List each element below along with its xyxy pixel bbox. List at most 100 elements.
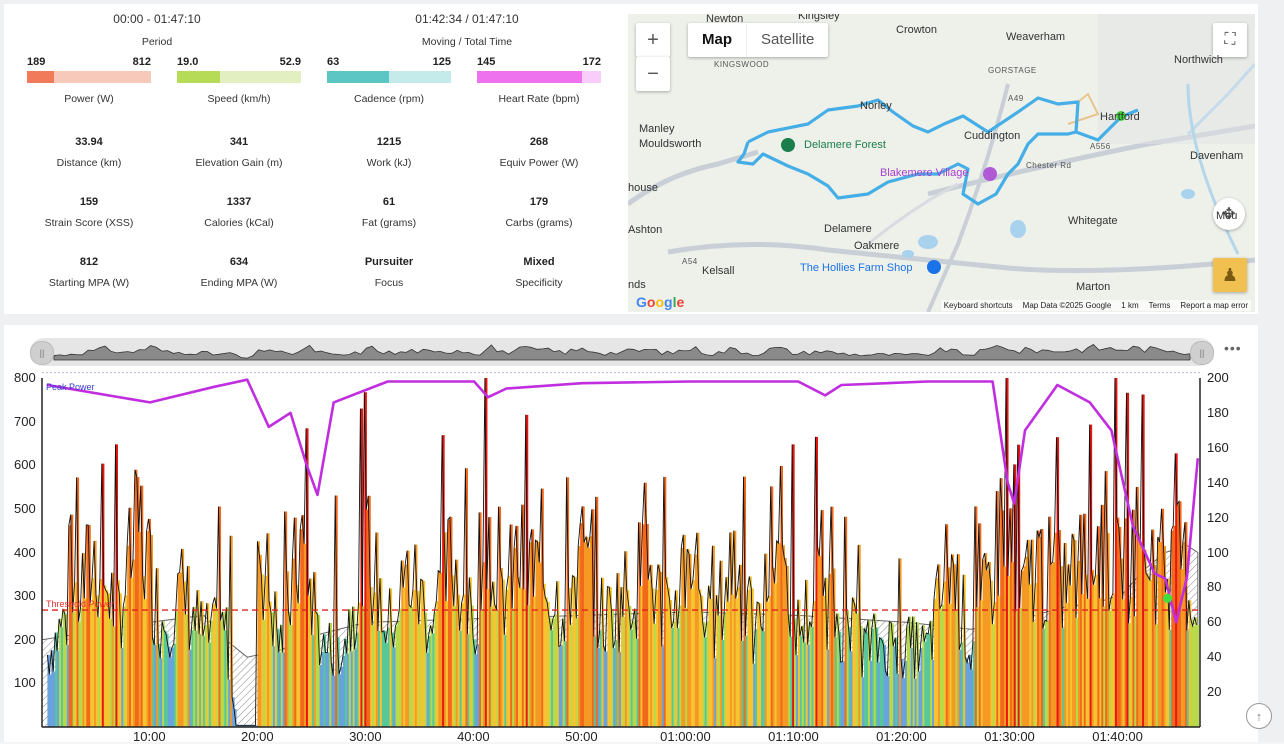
zoom-in-button[interactable]: + xyxy=(636,23,670,57)
metric-label: Fat (grams) xyxy=(361,217,417,229)
place-label: Norley xyxy=(860,100,892,112)
metric-label: Equiv Power (W) xyxy=(499,157,579,169)
metric-value: 159 xyxy=(79,196,99,208)
place-label: GORSTAGE xyxy=(988,66,1037,75)
period-label: Period xyxy=(141,36,173,48)
mini-power-area xyxy=(53,344,1191,361)
place-label: nds xyxy=(628,279,646,291)
metric-item: 268 Equiv Power (W) xyxy=(464,136,614,169)
place-label: Blakemere Village xyxy=(880,167,969,179)
road-label: A54 xyxy=(682,257,698,266)
y-left-tick: 500 xyxy=(14,500,36,516)
range-track xyxy=(327,71,451,83)
range-bar: 19.0 52.9 Speed (km/h) xyxy=(177,56,301,105)
place-label: Marton xyxy=(1076,281,1111,293)
period-stat: 00:00 - 01:47:10 Period xyxy=(72,12,242,48)
satellite-tab[interactable]: Satellite xyxy=(746,23,828,57)
metric-label: Calories (kCal) xyxy=(204,217,274,229)
metric-value: 61 xyxy=(382,196,396,208)
place-label: house xyxy=(628,182,658,194)
range-handle-left[interactable]: || xyxy=(30,341,54,365)
range-bar-minmax: 19.0 52.9 xyxy=(177,56,301,68)
metric-label: Elevation Gain (m) xyxy=(195,157,283,169)
metric-item: 634 Ending MPA (W) xyxy=(164,256,314,289)
metric-value: 33.94 xyxy=(75,136,103,148)
range-fill xyxy=(27,71,55,83)
metric-item: 812 Starting MPA (W) xyxy=(14,256,164,289)
metric-value: Mixed xyxy=(523,256,555,268)
range-fill xyxy=(177,71,221,83)
place-label: Whitegate xyxy=(1068,215,1118,227)
range-track xyxy=(27,71,151,83)
range-max: 812 xyxy=(132,56,151,68)
y-right-tick: 200 xyxy=(1207,370,1229,385)
metric-value: 341 xyxy=(229,136,249,148)
metric-value: 634 xyxy=(229,256,249,268)
terms-link[interactable]: Terms xyxy=(1148,301,1171,310)
range-max: 172 xyxy=(582,56,601,68)
place-label: Mouldsworth xyxy=(639,138,702,150)
more-options-icon[interactable]: ••• xyxy=(1224,340,1242,356)
scale-bar[interactable]: 1 km xyxy=(1121,301,1139,310)
chart-panel xyxy=(4,325,1258,742)
metric-label: Carbs (grams) xyxy=(505,217,573,229)
y-left-tick: 700 xyxy=(14,413,36,429)
range-bar-label: Power (W) xyxy=(64,93,114,105)
metric-item: Mixed Specificity xyxy=(464,256,614,289)
x-tick: 01:20:00 xyxy=(876,729,927,744)
metric-value: 268 xyxy=(529,136,549,148)
summary-panel: 00:00 - 01:47:10 Period 01:42:34 / 01:47… xyxy=(4,4,1258,314)
moving-time-label: Moving / Total Time xyxy=(421,36,513,48)
route-map[interactable]: + − Map Satellite ⛶ ✥ ♟ Newton Kingsley … xyxy=(628,14,1255,312)
google-logo: Google xyxy=(636,294,685,310)
moving-time-stat: 01:42:34 / 01:47:10 Moving / Total Time xyxy=(382,12,552,48)
report-error-link[interactable]: Report a map error xyxy=(1180,301,1248,310)
x-tick: 01:00:00 xyxy=(660,729,711,744)
range-bar-minmax: 145 172 xyxy=(477,56,601,68)
zoom-out-button[interactable]: − xyxy=(636,57,670,91)
place-label: Cuddington xyxy=(964,130,1021,142)
range-bar-label: Heart Rate (bpm) xyxy=(498,93,580,105)
metric-item: 159 Strain Score (XSS) xyxy=(14,196,164,229)
y-left-tick: 300 xyxy=(14,588,36,604)
range-bar-label: Cadence (rpm) xyxy=(353,93,425,105)
place-label: Newton xyxy=(706,14,744,25)
metric-label: Ending MPA (W) xyxy=(200,277,278,289)
x-tick: 20:00 xyxy=(241,729,274,744)
range-track xyxy=(477,71,601,83)
place-label: Weaverham xyxy=(1006,31,1066,43)
map-type-toggle: Map Satellite xyxy=(688,23,829,57)
place-label: Hartford xyxy=(1100,111,1140,123)
place-label: The Hollies Farm Shop xyxy=(800,262,913,274)
keyboard-shortcuts-link[interactable]: Keyboard shortcuts xyxy=(943,301,1013,310)
metric-value: 1337 xyxy=(226,196,252,208)
range-bar-minmax: 63 125 xyxy=(327,56,451,68)
range-bar: 145 172 Heart Rate (bpm) xyxy=(477,56,601,105)
metric-item: 61 Fat (grams) xyxy=(314,196,464,229)
scroll-to-top-button[interactable]: ↑ xyxy=(1246,703,1272,729)
fullscreen-icon[interactable]: ⛶ xyxy=(1213,23,1247,57)
metric-item: 341 Elevation Gain (m) xyxy=(164,136,314,169)
place-label: Manley xyxy=(639,123,675,135)
range-scroller[interactable] xyxy=(30,338,1214,366)
y-left-tick: 800 xyxy=(14,370,36,385)
y-right-tick: 20 xyxy=(1207,684,1222,700)
x-tick: 40:00 xyxy=(457,729,490,744)
range-fill xyxy=(327,71,389,83)
metric-label: Focus xyxy=(374,277,404,289)
metric-value: 179 xyxy=(529,196,549,208)
camera-control-icon[interactable]: ✥ xyxy=(1213,198,1245,230)
street-view-pegman-icon[interactable]: ♟ xyxy=(1213,258,1247,292)
range-min: 189 xyxy=(27,56,46,68)
period-value: 00:00 - 01:47:10 xyxy=(113,12,201,26)
range-handle-right[interactable]: || xyxy=(1190,341,1214,365)
map-footer: Keyboard shortcuts Map Data ©2025 Google… xyxy=(940,300,1251,311)
place-label: Delamere Forest xyxy=(804,139,886,151)
map-tab[interactable]: Map xyxy=(702,31,732,48)
range-min: 19.0 xyxy=(177,56,199,68)
place-label: Oakmere xyxy=(854,240,900,252)
x-tick: 01:10:00 xyxy=(768,729,819,744)
metric-label: Strain Score (XSS) xyxy=(44,217,134,229)
metric-value: 812 xyxy=(79,256,99,268)
range-bar-label: Speed (km/h) xyxy=(207,93,271,105)
